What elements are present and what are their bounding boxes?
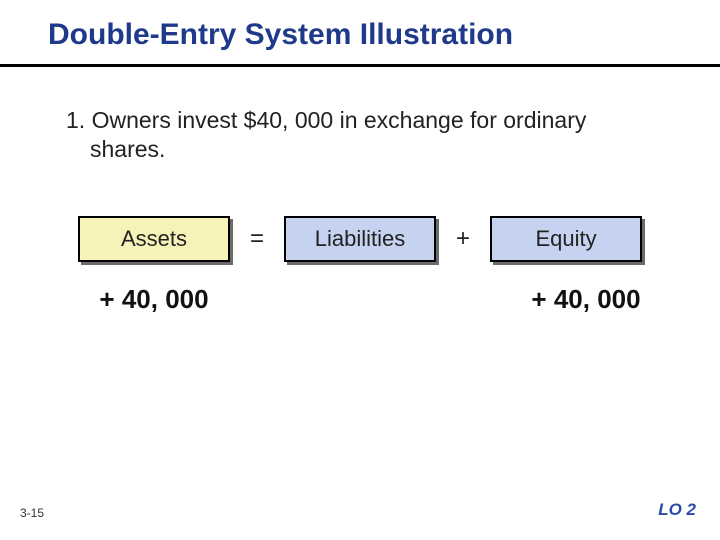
equals-sign: = <box>230 225 284 253</box>
transaction-values: + 40, 000 + 40, 000 <box>78 284 678 315</box>
slide-title: Double-Entry System Illustration <box>48 18 513 52</box>
equity-box: Equity <box>490 216 642 262</box>
slide-number: 3-15 <box>20 506 44 520</box>
plus-sign: + <box>436 225 490 253</box>
accounting-equation: Assets = Liabilities + Equity <box>78 216 678 262</box>
assets-value: + 40, 000 <box>78 284 230 315</box>
title-underline <box>0 64 720 67</box>
transaction-description: 1. Owners invest $40, 000 in exchange fo… <box>66 106 656 165</box>
equity-value: + 40, 000 <box>510 284 662 315</box>
liabilities-box: Liabilities <box>284 216 436 262</box>
assets-box: Assets <box>78 216 230 262</box>
learning-objective: LO 2 <box>658 500 696 520</box>
